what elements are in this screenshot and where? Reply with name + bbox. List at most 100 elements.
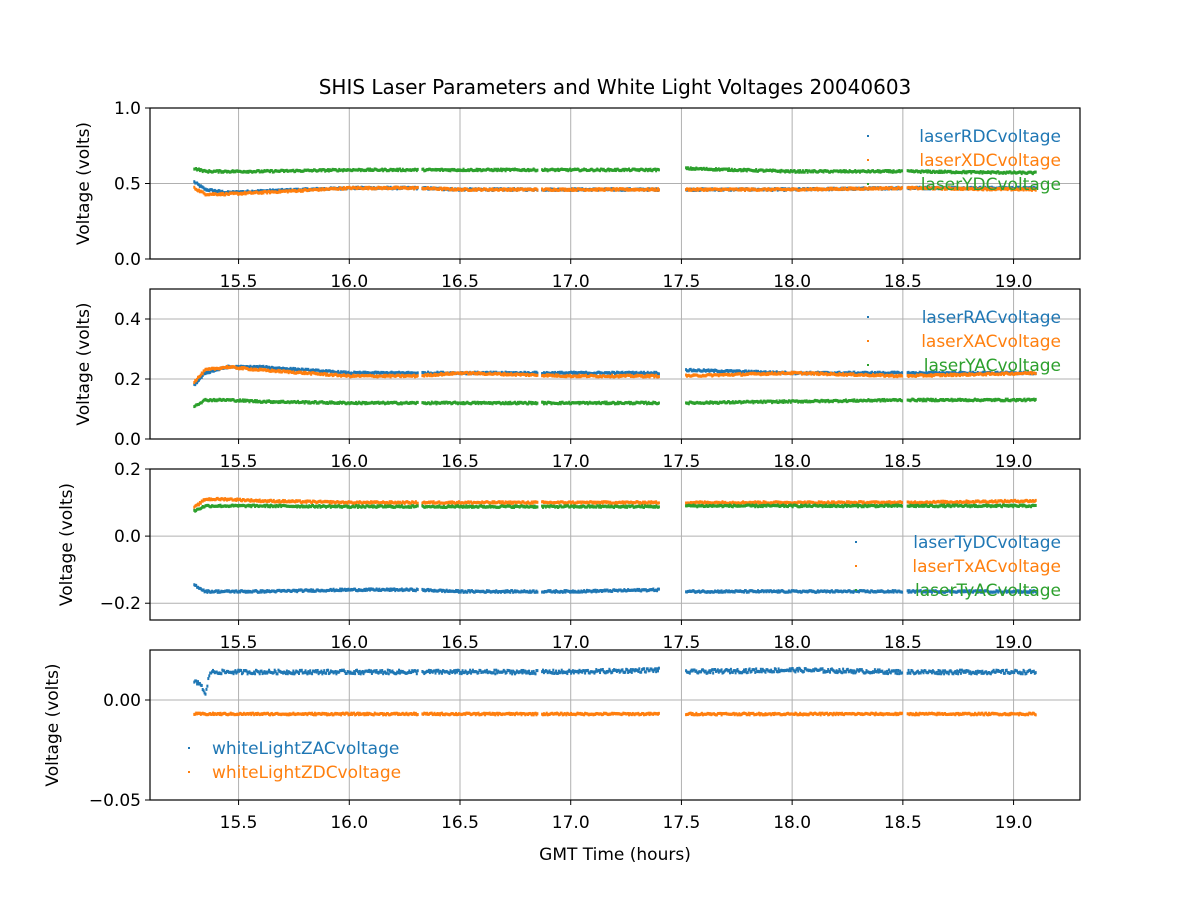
data-point (1034, 372, 1037, 376)
legend-marker (867, 183, 869, 185)
data-point (614, 188, 617, 192)
data-point (570, 188, 573, 192)
data-point (292, 366, 295, 370)
data-point (816, 371, 819, 375)
y-tick-label: 1.0 (114, 99, 141, 119)
data-point (626, 187, 629, 191)
data-point (793, 169, 796, 173)
data-point (440, 372, 443, 376)
subplot-1: 15.5 16.0 16.5 17.0 17.5 18.0 18.5 19.00.00.51.… (74, 99, 1081, 292)
data-point (289, 187, 292, 191)
data-point (542, 400, 545, 404)
data-point (217, 170, 220, 174)
data-point (997, 170, 1000, 174)
x-tick-label: 18.5 (884, 272, 922, 292)
data-point (901, 371, 904, 375)
data-point (949, 372, 952, 376)
data-point (195, 379, 198, 383)
data-point (644, 400, 647, 404)
data-point (317, 188, 320, 192)
data-point (728, 167, 731, 171)
data-point (536, 168, 539, 172)
data-point (653, 370, 656, 374)
data-point (654, 167, 657, 171)
data-point (536, 371, 539, 375)
data-point (429, 372, 432, 376)
data-point (879, 186, 882, 190)
data-point (775, 399, 778, 403)
data-point (745, 169, 748, 173)
data-point (988, 188, 991, 192)
data-point (800, 371, 803, 375)
data-point (651, 402, 654, 406)
data-point (952, 374, 955, 378)
data-point (607, 167, 610, 171)
y-tick-label: 0.4 (114, 310, 141, 330)
data-point (451, 372, 454, 376)
data-point (1034, 170, 1037, 174)
data-point (416, 371, 419, 375)
data-point (568, 400, 571, 404)
data-point (342, 370, 345, 374)
data-point (805, 169, 808, 173)
data-point (631, 370, 634, 374)
series-laserXDCvoltage (193, 185, 1037, 197)
data-point (1009, 186, 1012, 190)
data-point (366, 185, 369, 189)
data-point (617, 375, 620, 379)
data-point (919, 170, 922, 174)
data-point (628, 167, 631, 171)
data-point (196, 377, 199, 381)
data-point (198, 377, 201, 381)
data-point (615, 402, 618, 406)
data-point (258, 364, 261, 368)
data-point (652, 372, 655, 376)
data-point (751, 399, 754, 403)
x-tick-label: 16.0 (330, 452, 368, 472)
data-point (197, 188, 200, 192)
legend-entry: laserXDCvoltage (919, 151, 1061, 171)
x-tick-label: 16.5 (441, 272, 479, 292)
x-tick-label: 18.5 (884, 452, 922, 472)
data-point (755, 168, 758, 172)
data-point (739, 372, 742, 376)
legend-entry: laserRDCvoltage (919, 127, 1061, 147)
x-tick-label: 17.0 (552, 452, 590, 472)
data-point (501, 188, 504, 192)
data-point (286, 369, 289, 373)
data-point (416, 374, 419, 378)
data-point (571, 187, 574, 191)
data-point (440, 186, 443, 190)
data-point (412, 185, 415, 189)
data-point (270, 169, 273, 173)
data-point (262, 364, 265, 368)
data-point (536, 188, 539, 192)
data-point (605, 400, 608, 404)
data-point (901, 169, 904, 173)
figure-title: SHIS Laser Parameters and White Light Vo… (319, 75, 912, 99)
x-tick-label: 16.5 (441, 452, 479, 472)
data-point (890, 185, 893, 189)
data-point (388, 373, 391, 377)
legend-entry: laserYDCvoltage (921, 175, 1061, 195)
data-point (901, 374, 904, 378)
data-point (312, 368, 315, 372)
data-point (930, 373, 933, 377)
y-tick-label: 0.0 (114, 430, 141, 450)
data-point (222, 191, 225, 195)
data-point (224, 193, 227, 197)
data-point (941, 187, 944, 191)
data-point (307, 367, 310, 371)
x-tick-label: 17.5 (662, 452, 700, 472)
data-point (644, 375, 647, 379)
data-point (201, 372, 204, 376)
data-point (193, 381, 196, 385)
data-point (985, 373, 988, 377)
data-point (515, 402, 518, 406)
data-point (303, 401, 306, 405)
legend: laserRDCvoltage laserXDCvoltage laserYDCvo… (867, 127, 1061, 195)
y-tick-label: 0.5 (114, 175, 141, 195)
data-point (812, 371, 815, 375)
data-point (416, 400, 419, 404)
